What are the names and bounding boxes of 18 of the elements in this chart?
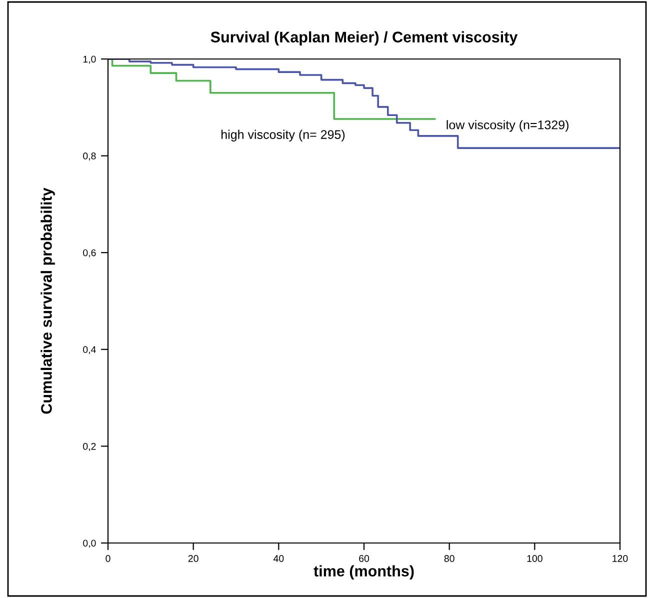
x-tick-label: 80 (444, 555, 454, 562)
series-label: low viscosity (n=1329) (446, 120, 568, 132)
y-tick-label: 1,0 (83, 56, 96, 64)
x-tick-label: 100 (527, 555, 542, 562)
chart-title: Survival (Kaplan Meier) / Cement viscosity (210, 31, 518, 46)
x-tick-label: 40 (273, 555, 284, 562)
y-axis-title: Cumulative survival probability (40, 188, 55, 414)
y-tick-label: 0,6 (83, 249, 96, 258)
y-tick-label: 0,8 (83, 152, 96, 161)
y-tick-label: 0,4 (83, 346, 96, 354)
y-tick-label: 0,2 (83, 442, 96, 451)
x-tick-label: 60 (359, 555, 370, 562)
x-tick-label: 20 (188, 555, 198, 562)
series-label: high viscosity (n= 295) (222, 130, 345, 142)
x-tick-label: 120 (612, 555, 628, 562)
x-tick-label: 0 (106, 555, 110, 562)
x-axis-title: time (months) (314, 565, 414, 580)
y-tick-label: 0,0 (83, 540, 96, 548)
